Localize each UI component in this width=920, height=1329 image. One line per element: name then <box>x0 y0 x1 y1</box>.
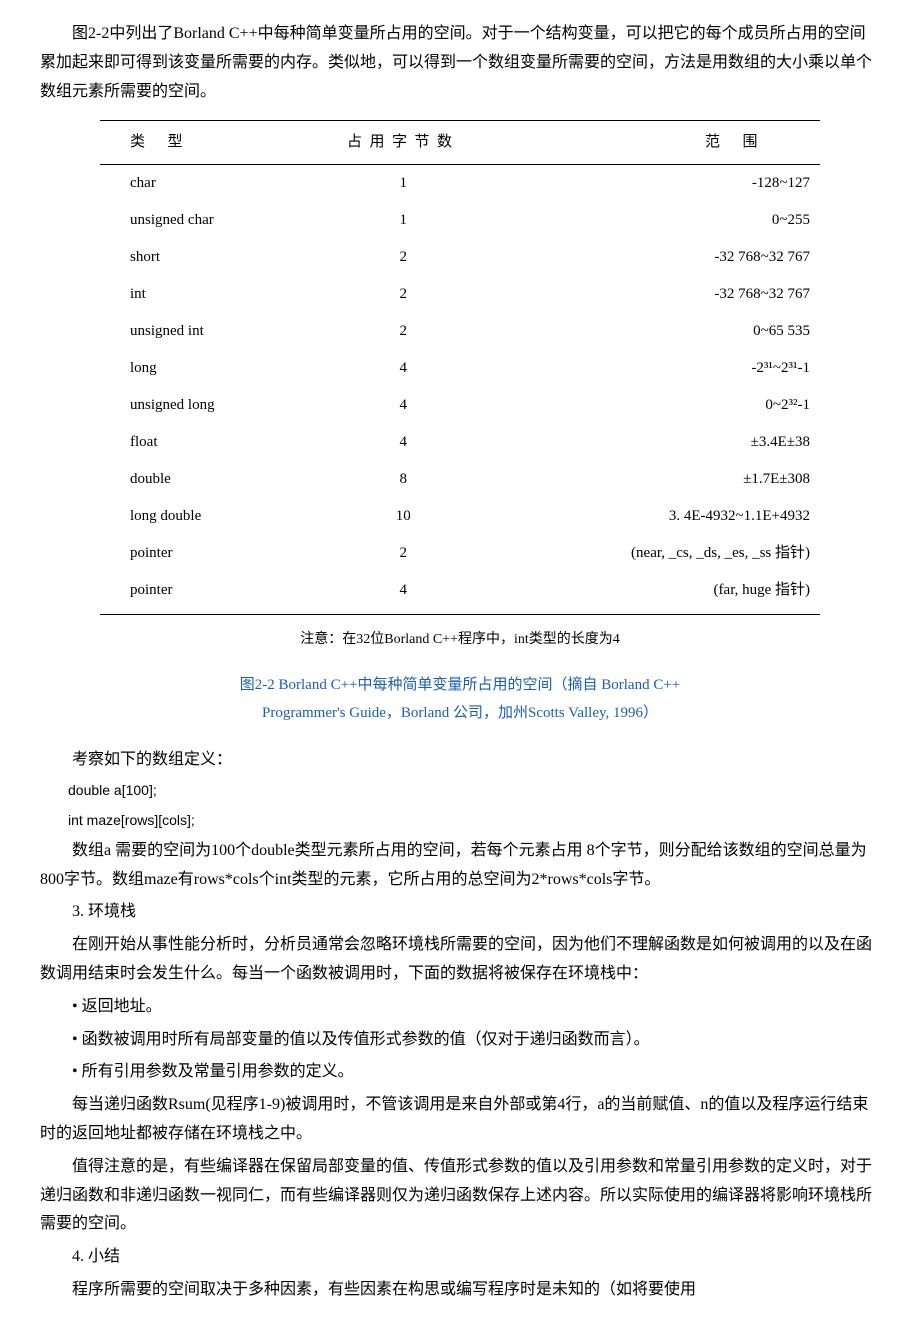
cell-type: unsigned char <box>100 202 296 239</box>
rsum-paragraph: 每当递归函数Rsum(见程序1-9)被调用时，不管该调用是来自外部或第4行，a的… <box>40 1091 880 1149</box>
array-explain: 数组a 需要的空间为100个double类型元素所占用的空间，若每个元素占用 8… <box>40 837 880 895</box>
bullet-local-vars: • 函数被调用时所有局部变量的值以及传值形式参数的值（仅对于递归函数而言）。 <box>72 1026 880 1055</box>
summary-paragraph: 程序所需要的空间取决于多种因素，有些因素在构思或编写程序时是未知的（如将要使用 <box>40 1276 880 1305</box>
cell-bytes: 4 <box>296 572 510 615</box>
cell-bytes: 1 <box>296 165 510 203</box>
compiler-paragraph: 值得注意的是，有些编译器在保留局部变量的值、传值形式参数的值以及引用参数和常量引… <box>40 1153 880 1239</box>
table-row: long4-2³¹~2³¹-1 <box>100 350 820 387</box>
bullet-ref-params: • 所有引用参数及常量引用参数的定义。 <box>72 1058 880 1087</box>
figure-caption: 图2-2 Borland C++中每种简单变量所占用的空间（摘自 Borland… <box>40 671 880 728</box>
cell-type: unsigned long <box>100 387 296 424</box>
cell-bytes: 8 <box>296 461 510 498</box>
cell-type: int <box>100 276 296 313</box>
env-stack-intro: 在刚开始从事性能分析时，分析员通常会忽略环境栈所需要的空间，因为他们不理解函数是… <box>40 931 880 989</box>
code-line-1: double a[100]; <box>68 778 880 803</box>
table-row: unsigned int20~65 535 <box>100 313 820 350</box>
table-note: 注意：在32位Borland C++程序中，int类型的长度为4 <box>40 627 880 652</box>
types-table: 类型 占用字节数 范围 char1-128~127unsigned char10… <box>100 120 820 615</box>
cell-range: 0~65 535 <box>510 313 820 350</box>
table-row: int2-32 768~32 767 <box>100 276 820 313</box>
cell-range: 0~255 <box>510 202 820 239</box>
cell-bytes: 4 <box>296 424 510 461</box>
cell-range: 3. 4E-4932~1.1E+4932 <box>510 498 820 535</box>
cell-range: -128~127 <box>510 165 820 203</box>
cell-bytes: 4 <box>296 387 510 424</box>
table-row: unsigned char10~255 <box>100 202 820 239</box>
cell-bytes: 2 <box>296 535 510 572</box>
cell-range: 0~2³²-1 <box>510 387 820 424</box>
table-row: long double103. 4E-4932~1.1E+4932 <box>100 498 820 535</box>
table-row: pointer2(near, _cs, _ds, _es, _ss 指针) <box>100 535 820 572</box>
cell-range: -32 768~32 767 <box>510 239 820 276</box>
cell-range: (near, _cs, _ds, _es, _ss 指针) <box>510 535 820 572</box>
cell-range: (far, huge 指针) <box>510 572 820 615</box>
table-row: short2-32 768~32 767 <box>100 239 820 276</box>
cell-type: unsigned int <box>100 313 296 350</box>
bullet-return-addr: • 返回地址。 <box>72 993 880 1022</box>
cell-bytes: 10 <box>296 498 510 535</box>
caption-line-1: 图2-2 Borland C++中每种简单变量所占用的空间（摘自 Borland… <box>240 677 681 693</box>
cell-bytes: 2 <box>296 313 510 350</box>
array-intro: 考察如下的数组定义： <box>40 746 880 775</box>
intro-paragraph: 图2-2中列出了Borland C++中每种简单变量所占用的空间。对于一个结构变… <box>40 20 880 106</box>
cell-type: long <box>100 350 296 387</box>
cell-range: ±3.4E±38 <box>510 424 820 461</box>
header-range: 范围 <box>510 121 820 165</box>
cell-range: ±1.7E±308 <box>510 461 820 498</box>
cell-range: -32 768~32 767 <box>510 276 820 313</box>
code-line-2: int maze[rows][cols]; <box>68 808 880 833</box>
cell-range: -2³¹~2³¹-1 <box>510 350 820 387</box>
cell-type: pointer <box>100 535 296 572</box>
table-row: unsigned long40~2³²-1 <box>100 387 820 424</box>
cell-bytes: 2 <box>296 276 510 313</box>
header-bytes: 占用字节数 <box>296 121 510 165</box>
cell-type: pointer <box>100 572 296 615</box>
cell-type: char <box>100 165 296 203</box>
table-row: char1-128~127 <box>100 165 820 203</box>
section-env-stack: 3. 环境栈 <box>40 898 880 927</box>
cell-bytes: 1 <box>296 202 510 239</box>
cell-type: float <box>100 424 296 461</box>
table-row: float4±3.4E±38 <box>100 424 820 461</box>
table-row: double8±1.7E±308 <box>100 461 820 498</box>
cell-type: short <box>100 239 296 276</box>
table-header-row: 类型 占用字节数 范围 <box>100 121 820 165</box>
cell-bytes: 2 <box>296 239 510 276</box>
cell-bytes: 4 <box>296 350 510 387</box>
cell-type: double <box>100 461 296 498</box>
header-type: 类型 <box>100 121 296 165</box>
table-row: pointer4(far, huge 指针) <box>100 572 820 615</box>
cell-type: long double <box>100 498 296 535</box>
section-summary: 4. 小结 <box>40 1243 880 1272</box>
caption-line-2: Programmer's Guide，Borland 公司，加州Scotts V… <box>262 705 658 721</box>
